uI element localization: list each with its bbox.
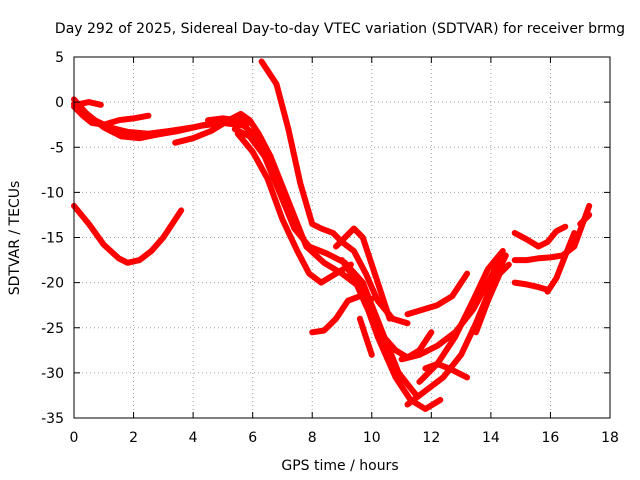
- series-17: [416, 248, 506, 385]
- y-tick-label: -15: [41, 231, 64, 247]
- series-5: [71, 202, 185, 266]
- series-19: [404, 270, 471, 318]
- x-tick-label: 4: [189, 430, 198, 446]
- y-tick-label: -25: [41, 321, 64, 337]
- series-9: [234, 130, 354, 286]
- series-21: [511, 202, 593, 264]
- y-tick-label: -5: [50, 140, 64, 156]
- y-tick-label: -35: [41, 411, 64, 427]
- x-tick-label: 16: [542, 430, 560, 446]
- y-tick-label: -30: [41, 366, 64, 382]
- y-tick-label: -10: [41, 185, 64, 201]
- axes: 0 2 4 6 8 10 12 14 16 18 5 0 -5 -10 -15 -20 -25 -30 -35: [41, 50, 619, 446]
- x-tick-label: 18: [601, 430, 619, 446]
- x-tick-label: 2: [129, 430, 138, 446]
- series-13: [339, 257, 435, 361]
- series-7: [205, 115, 444, 412]
- series-25: [577, 211, 593, 227]
- series-24: [544, 230, 578, 295]
- series-12: [333, 225, 393, 322]
- x-tick-label: 12: [422, 430, 440, 446]
- x-tick-label: 0: [70, 430, 79, 446]
- series-18: [422, 360, 471, 381]
- series-22: [511, 223, 569, 250]
- series-23: [511, 279, 551, 293]
- y-tick-label: -20: [41, 276, 64, 292]
- x-tick-label: 6: [248, 430, 257, 446]
- series-4: [77, 99, 104, 108]
- y-tick-label: 0: [55, 95, 64, 111]
- data-layer: [71, 58, 593, 412]
- series-3: [71, 96, 247, 142]
- x-axis-label: GPS time / hours: [281, 458, 398, 474]
- x-tick-label: 8: [308, 430, 317, 446]
- series-10: [258, 58, 411, 327]
- x-tick-label: 14: [482, 430, 500, 446]
- y-axis-label: SDTVAR / TECUs: [7, 181, 23, 296]
- series-14: [356, 315, 375, 358]
- y-tick-label: 5: [55, 50, 64, 66]
- series-20: [473, 261, 512, 336]
- x-tick-label: 10: [363, 430, 381, 446]
- chart-title: Day 292 of 2025, Sidereal Day-to-day VTE…: [55, 21, 625, 37]
